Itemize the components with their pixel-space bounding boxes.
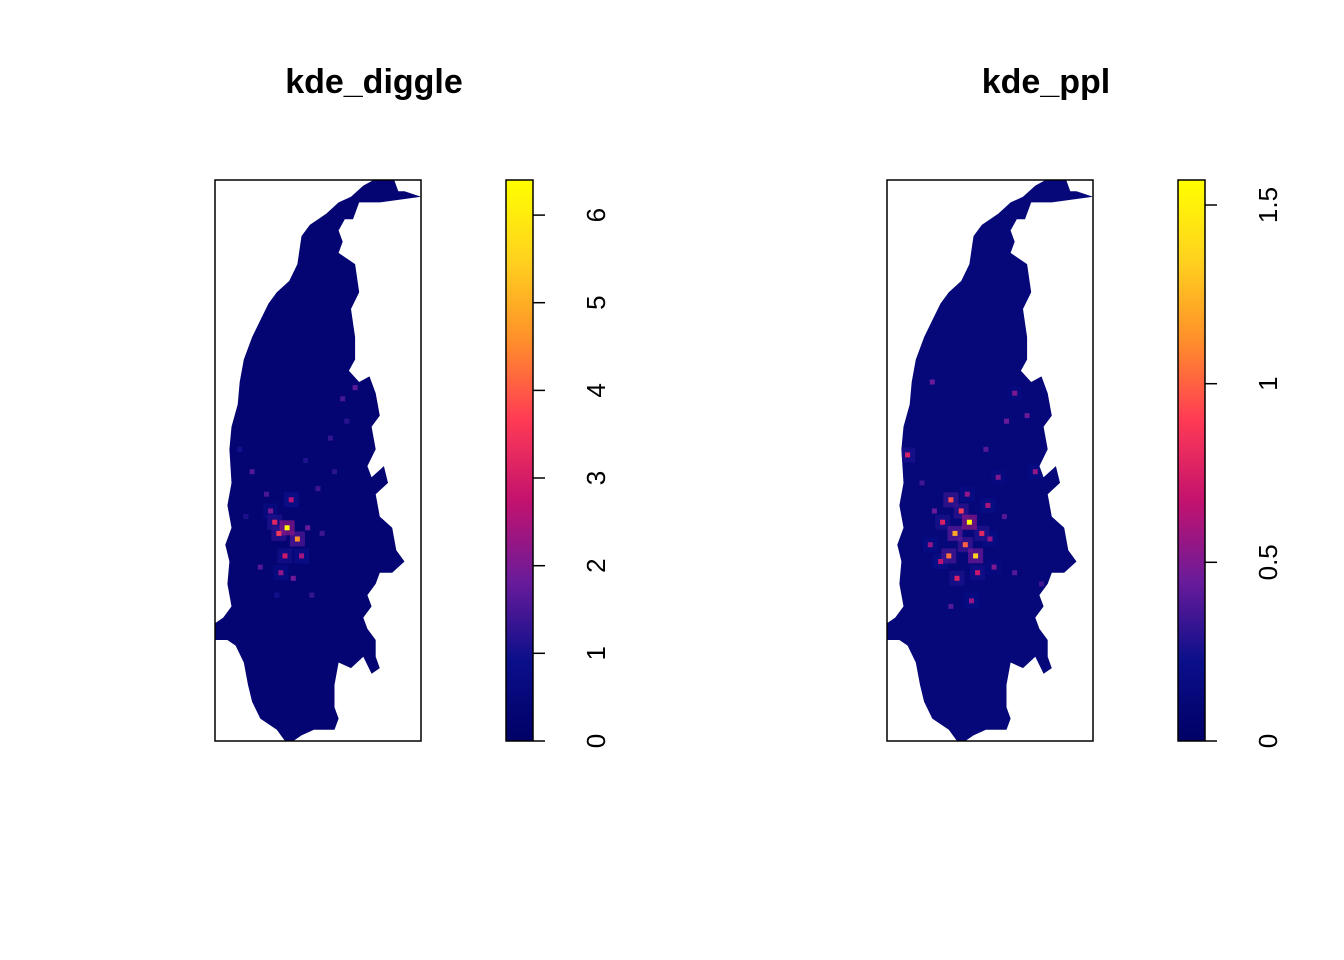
density-cell	[299, 553, 304, 559]
region-fill-kde-ppl	[887, 180, 1093, 741]
density-cell	[940, 519, 946, 525]
density-cell	[278, 570, 284, 576]
colorbar-kde-diggle	[505, 179, 534, 742]
density-cell	[340, 396, 346, 402]
density-cell	[264, 491, 269, 497]
density-cell	[927, 542, 933, 548]
density-cell	[290, 575, 296, 581]
density-cell	[344, 418, 350, 424]
colorbar-ticks-kde-diggle: 0 1 2 3 4 5 6	[533, 208, 611, 748]
density-cell	[973, 553, 979, 559]
density-cell	[282, 553, 288, 559]
panel-title-kde-ppl: kde_ppl	[982, 63, 1110, 101]
density-cell	[995, 474, 1001, 480]
density-cell	[975, 570, 981, 576]
density-surface-kde-ppl	[887, 180, 1093, 741]
density-cell	[352, 385, 358, 391]
panel-title-kde-diggle: kde_diggle	[285, 63, 463, 101]
density-surface-kde-diggle	[215, 180, 421, 741]
colorbar-kde-ppl	[1177, 179, 1206, 742]
density-cell	[954, 575, 960, 581]
panel-kde-ppl: kde_ppl 0 0.5 1 1.5	[886, 63, 1283, 748]
density-cell	[1032, 469, 1038, 475]
density-cell	[987, 536, 993, 542]
density-cell	[948, 603, 954, 609]
density-cell	[983, 446, 989, 452]
plot-frame-kde-diggle	[214, 179, 422, 742]
density-cell	[249, 469, 255, 475]
density-cell	[958, 508, 964, 514]
density-cell	[288, 497, 294, 503]
density-cell	[243, 514, 249, 520]
density-cell	[1024, 413, 1030, 419]
density-cell	[952, 530, 958, 536]
density-cell	[938, 559, 944, 564]
colorbar-tick-label: 0	[1253, 734, 1283, 748]
density-cell	[274, 592, 280, 598]
density-cell	[272, 519, 278, 525]
density-cell	[1004, 418, 1009, 424]
density-cell	[276, 530, 282, 536]
density-cell	[969, 598, 974, 604]
density-cell	[315, 486, 321, 492]
density-cell	[257, 564, 263, 570]
colorbar-ticks-kde-ppl: 0 0.5 1 1.5	[1205, 187, 1283, 748]
density-cell	[985, 502, 991, 508]
density-cell	[294, 536, 300, 542]
density-cell	[1012, 390, 1018, 396]
density-cell	[931, 508, 937, 514]
density-cell	[905, 452, 911, 458]
density-cell	[303, 458, 309, 463]
density-cell	[1001, 514, 1007, 520]
density-cell	[268, 508, 274, 514]
colorbar-tick-label: 4	[581, 383, 611, 397]
colorbar-tick-label: 5	[581, 295, 611, 309]
density-cell	[309, 592, 315, 598]
density-cell	[919, 480, 925, 486]
colorbar-tick-label: 0.5	[1253, 544, 1283, 580]
panel-kde-diggle: kde_diggle 0 1 2 3 4 5 6	[214, 63, 611, 748]
density-cell	[319, 530, 325, 536]
colorbar-tick-label: 6	[581, 208, 611, 222]
colorbar-tick-label: 1	[581, 646, 611, 660]
colorbar-tick-label: 3	[581, 471, 611, 485]
region-fill-kde-diggle	[215, 180, 421, 741]
density-cell	[237, 446, 243, 452]
density-cell	[962, 542, 968, 548]
plot-frame-kde-ppl	[886, 179, 1094, 742]
density-cell	[332, 469, 337, 475]
density-cell	[964, 491, 970, 497]
density-cell	[929, 379, 935, 385]
density-cell	[979, 530, 985, 536]
density-cell	[946, 553, 952, 559]
colorbar-tick-label: 0	[581, 734, 611, 748]
colorbar-tick-label: 1.5	[1253, 187, 1283, 223]
colorbar-tick-label: 2	[581, 558, 611, 572]
density-cell	[948, 497, 954, 503]
density-cell	[991, 564, 997, 570]
density-cell	[1039, 581, 1044, 587]
density-cell	[305, 525, 311, 531]
density-cell	[327, 435, 333, 441]
density-cell	[966, 519, 972, 525]
colorbar-tick-label: 1	[1253, 376, 1283, 390]
density-cell	[284, 525, 290, 531]
density-cell	[1012, 570, 1018, 576]
